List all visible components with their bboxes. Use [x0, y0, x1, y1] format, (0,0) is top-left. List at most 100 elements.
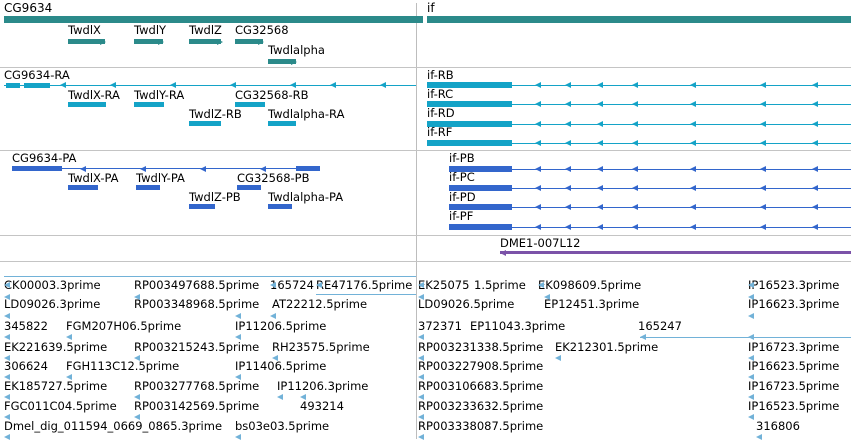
strand-arrow-icon	[134, 355, 140, 361]
protein-exon[interactable]	[449, 185, 512, 191]
transcript-exon[interactable]	[427, 140, 512, 146]
est-label[interactable]: 372371	[418, 319, 462, 333]
transcript-exon[interactable]	[427, 82, 512, 88]
protein-exon-twdlz-pb[interactable]	[189, 204, 215, 209]
est-label[interactable]: RP003277768.5prime	[134, 379, 260, 393]
transcript-exon[interactable]	[6, 83, 20, 88]
transcript-line-if-rb	[427, 85, 851, 86]
strand-arrow-icon	[632, 204, 638, 210]
est-label[interactable]: LD09026.5prime	[418, 297, 515, 311]
est-label[interactable]: EK25075	[418, 278, 470, 292]
protein-exon-cg32568-pb[interactable]	[237, 185, 261, 190]
strand-arrow-icon	[748, 294, 754, 300]
protein-exon[interactable]	[296, 166, 320, 171]
strand-arrow-icon	[291, 59, 297, 65]
clone-bar-dme1[interactable]	[500, 251, 851, 254]
est-label[interactable]: FGH113C12.5prime	[66, 359, 180, 373]
transcript-exon[interactable]	[24, 83, 50, 88]
est-label[interactable]: FGM207H06.5prime	[66, 319, 182, 333]
est-label[interactable]: RP003106683.5prime	[418, 379, 544, 393]
protein-exon[interactable]	[12, 166, 62, 171]
protein-exon-twdly-pa[interactable]	[136, 185, 160, 190]
strand-arrow-icon	[66, 334, 72, 340]
gene-label-twdly: TwdlY	[134, 23, 167, 37]
strand-arrow-icon	[597, 224, 603, 230]
transcript-exon-twdlx-ra[interactable]	[68, 102, 106, 107]
est-label[interactable]: Dmel_dig_011594_0669_0865.3prime	[4, 419, 223, 433]
gene-bar-twdlz[interactable]	[189, 39, 221, 44]
est-label[interactable]: IP16623.5prime	[748, 359, 840, 373]
est-label[interactable]: 306624	[4, 359, 48, 373]
est-label[interactable]: 165724	[270, 278, 314, 292]
transcript-exon-cg32568-rb[interactable]	[235, 102, 265, 107]
est-label[interactable]: IP16723.3prime	[748, 340, 840, 354]
est-label[interactable]: 493214	[300, 399, 344, 413]
est-label[interactable]: IP11206.5prime	[235, 319, 327, 333]
gene-bar-twdlx[interactable]	[68, 39, 105, 44]
est-label[interactable]: IP16723.5prime	[748, 379, 840, 393]
est-label[interactable]: RP003227908.5prime	[418, 359, 544, 373]
est-label[interactable]: FGC011C04.5prime	[4, 399, 117, 413]
est-label[interactable]: RP003233632.5prime	[418, 399, 544, 413]
est-label[interactable]: EP12451.3prime	[544, 297, 640, 311]
est-label[interactable]: IP11406.5prime	[235, 359, 327, 373]
est-label[interactable]: IP16623.3prime	[748, 297, 840, 311]
est-label[interactable]: EK212301.5prime	[555, 340, 659, 354]
strand-arrow-icon	[230, 82, 236, 88]
est-label[interactable]: RP003338087.5prime	[418, 419, 544, 433]
est-label[interactable]: AT22212.5prime	[272, 297, 368, 311]
est-label[interactable]: RE47176.5prime	[316, 278, 413, 292]
gene-bar-cg32568[interactable]	[235, 39, 263, 44]
est-label[interactable]: RP003497688.5prime	[134, 278, 260, 292]
strand-arrow-icon	[158, 39, 164, 45]
protein-exon-twdlx-pa[interactable]	[68, 185, 98, 190]
est-label[interactable]: CK00003.3prime	[4, 278, 101, 292]
transcript-line-if-rc	[427, 104, 851, 105]
protein-exon[interactable]	[449, 204, 512, 210]
est-label[interactable]: bs03e03.5prime	[235, 419, 330, 433]
est-label[interactable]: RP003348968.5prime	[134, 297, 260, 311]
gene-bar-if[interactable]	[427, 16, 851, 23]
gene-bar-twdly[interactable]	[134, 39, 163, 44]
transcript-exon-twdly-ra[interactable]	[134, 102, 164, 107]
strand-arrow-icon	[535, 101, 541, 107]
est-label[interactable]: EP11043.3prime	[470, 319, 566, 333]
clone-track: DME1-007L12	[0, 236, 851, 260]
est-label[interactable]: 316806	[756, 419, 800, 433]
est-label[interactable]: LD09026.3prime	[4, 297, 101, 311]
protein-exon[interactable]	[449, 166, 512, 172]
strand-arrow-icon	[66, 374, 72, 380]
est-label[interactable]: IP16523.3prime	[748, 278, 840, 292]
strand-arrow-icon	[535, 121, 541, 127]
gene-bar-cg9634[interactable]	[4, 16, 423, 23]
est-label[interactable]: RP003215243.5prime	[134, 340, 260, 354]
est-label[interactable]: RH23575.5prime	[272, 340, 370, 354]
est-label[interactable]: EK185727.5prime	[4, 379, 108, 393]
transcript-exon-twdlalpha-ra[interactable]	[268, 121, 296, 126]
gene-label-if: if	[427, 1, 435, 15]
est-label[interactable]: EK098609.5prime	[538, 278, 642, 292]
est-label[interactable]: IP16523.5prime	[748, 399, 840, 413]
transcript-line-if-rf	[427, 143, 851, 144]
strand-arrow-icon	[535, 204, 541, 210]
est-label[interactable]: 1.5prime	[474, 278, 526, 292]
est-alignment	[4, 276, 416, 277]
transcript-exon-twdlz-rb[interactable]	[189, 121, 221, 126]
protein-exon[interactable]	[449, 224, 512, 230]
strand-arrow-icon	[812, 166, 818, 172]
est-label[interactable]: 165247	[638, 319, 682, 333]
gene-label-cg32568: CG32568	[235, 23, 289, 37]
est-label[interactable]: RP003231338.5prime	[418, 340, 544, 354]
strand-arrow-icon	[565, 166, 571, 172]
protein-line-if-pf	[449, 227, 851, 228]
protein-exon-twdlalpha-pa[interactable]	[268, 204, 292, 209]
transcript-exon[interactable]	[427, 101, 512, 107]
est-label[interactable]: 345822	[4, 319, 48, 333]
gene-track: CG9634 if TwdlX TwdlY TwdlZ CG32568 Twdl…	[0, 0, 851, 66]
est-label[interactable]: EK221639.5prime	[4, 340, 108, 354]
est-label[interactable]: IP11206.3prime	[277, 379, 369, 393]
transcript-exon[interactable]	[427, 121, 512, 127]
est-track: CK00003.3prime RP003497688.5prime 165724…	[0, 262, 851, 442]
gene-bar-twdlalpha[interactable]	[268, 59, 296, 64]
est-label[interactable]: RP003142569.5prime	[134, 399, 260, 413]
